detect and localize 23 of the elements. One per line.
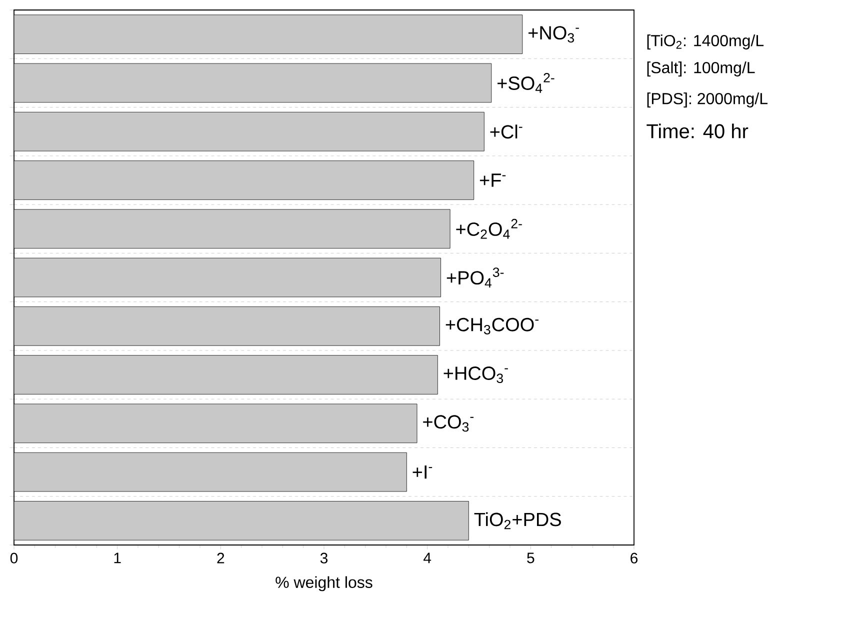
y-tick-label: +CH$_{3}$COO$^{-}$	[446, 318, 538, 334]
text: Time: 40 hr	[646, 124, 748, 138]
y-tick-label: +I$^{-}$	[412, 466, 432, 479]
text: [Salt]: 100mg/L	[647, 62, 755, 76]
text: [PDS]: 2000mg/L	[647, 92, 768, 108]
text: [TiO$_{2}$: 1400mg/L	[647, 34, 764, 50]
x-axis-title: % weight loss	[276, 576, 372, 592]
y-tick-label: +F$^{-}$	[480, 174, 506, 187]
x-tick-label: 4	[424, 552, 432, 564]
x-tick-label: 3	[320, 552, 328, 564]
x-tick-label: 2	[217, 552, 224, 564]
y-tick-label: +HCO$_{3}$-	[444, 366, 508, 384]
y-tick-label: +Cl$^{-}$	[490, 124, 522, 139]
x-tick-label: 6	[630, 552, 638, 564]
x-tick-label: 5	[527, 552, 534, 564]
y-tick-label: +NO$_{3}$-	[528, 26, 579, 43]
y-tick-label: +C$_{2}$O$_{4}$2-	[456, 218, 522, 239]
x-tick-label: 0	[10, 552, 18, 564]
x-tick-label: 1	[114, 552, 121, 564]
y-tick-label: TiO$_{2}$+PDS	[474, 512, 561, 530]
y-tick-label: +CO$_{3}$-	[423, 415, 474, 432]
y-tick-label: +SO$_{4}$2-	[498, 73, 554, 93]
y-tick-label: +PO$_{4}$3-	[446, 268, 504, 288]
